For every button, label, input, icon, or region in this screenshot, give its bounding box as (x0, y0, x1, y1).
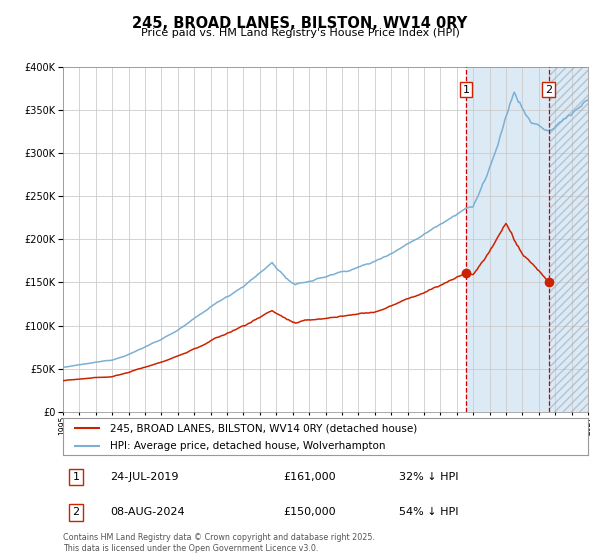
Text: 2: 2 (73, 507, 80, 517)
Text: Price paid vs. HM Land Registry's House Price Index (HPI): Price paid vs. HM Land Registry's House … (140, 28, 460, 38)
Text: £161,000: £161,000 (284, 472, 336, 482)
Text: 2: 2 (545, 85, 553, 95)
Text: 1: 1 (463, 85, 469, 95)
Text: HPI: Average price, detached house, Wolverhampton: HPI: Average price, detached house, Wolv… (110, 441, 386, 451)
Text: £150,000: £150,000 (284, 507, 336, 517)
Bar (466, 67, 600, 412)
Text: 32% ↓ HPI: 32% ↓ HPI (399, 472, 458, 482)
Text: 245, BROAD LANES, BILSTON, WV14 0RY (detached house): 245, BROAD LANES, BILSTON, WV14 0RY (det… (110, 423, 418, 433)
Text: 54% ↓ HPI: 54% ↓ HPI (399, 507, 458, 517)
Text: 24-JUL-2019: 24-JUL-2019 (110, 472, 179, 482)
Bar (549, 67, 600, 412)
Text: 245, BROAD LANES, BILSTON, WV14 0RY: 245, BROAD LANES, BILSTON, WV14 0RY (133, 16, 467, 31)
Text: 08-AUG-2024: 08-AUG-2024 (110, 507, 185, 517)
Text: 1: 1 (73, 472, 80, 482)
Text: Contains HM Land Registry data © Crown copyright and database right 2025.
This d: Contains HM Land Registry data © Crown c… (63, 533, 375, 553)
